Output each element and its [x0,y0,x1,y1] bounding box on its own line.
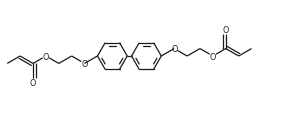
Text: O: O [223,26,229,35]
Text: O: O [171,45,177,54]
Text: O: O [30,78,36,87]
Text: O: O [81,59,88,68]
Text: O: O [210,52,216,61]
Text: O: O [43,52,49,61]
